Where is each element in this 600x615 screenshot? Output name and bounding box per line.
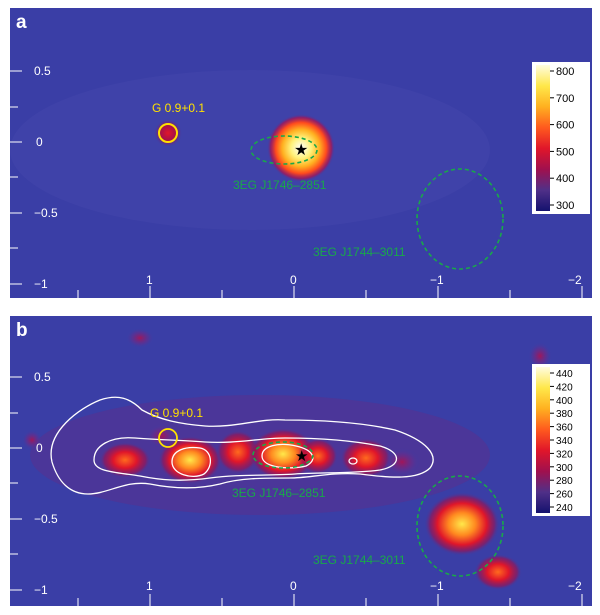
panel-b-ytick-label: −1 [34, 583, 48, 597]
panel-a-3eg1744-ellipse [416, 168, 504, 270]
panel-a-axes [10, 70, 583, 298]
panel-b-emission [528, 342, 552, 370]
panel-b-emission [424, 492, 500, 556]
panel-b-colorbar: 440 420 400 380 360 340 320 300 280 260 240 [532, 364, 590, 516]
panel-a-g09-circle [158, 123, 178, 143]
panel-b-ytick-labels: 0.5 0 −0.5 −1 [34, 370, 58, 597]
colorbar-tick-label: 420 [556, 382, 573, 393]
panel-a-ytick-labels: 0.5 0 −0.5 −1 [34, 64, 58, 291]
panel-a-gc-emission [267, 114, 335, 182]
colorbar-tick-label: 400 [556, 173, 574, 185]
panel-b-g09-circle [158, 428, 178, 448]
colorbar-tick-label: 700 [556, 93, 574, 105]
panel-a-diffuse-glow [10, 70, 490, 230]
panel-b-3eg1746-ellipse [252, 441, 314, 469]
colorbar-tick-label: 360 [556, 423, 573, 434]
colorbar-tick-label: 260 [556, 490, 573, 501]
colorbar-tick-label: 320 [556, 449, 573, 460]
panel-b-3eg1744-ellipse [416, 475, 504, 577]
panel-b-3eg1746-label: 3EG J1746–2851 [232, 486, 326, 500]
panel-a-xtick-labels: 1 0 −1 −2 [146, 273, 582, 287]
colorbar-tick-label: 340 [556, 436, 573, 447]
colorbar-tick-label: 400 [556, 396, 573, 407]
panel-b-emission [384, 448, 420, 476]
colorbar-tick-label: 280 [556, 476, 573, 487]
panel-a-ytick-label: −0.5 [34, 206, 58, 220]
panel-b-emission [474, 554, 522, 590]
panel-b-emission [340, 438, 392, 478]
panel-a-star: ★ [294, 142, 308, 159]
panel-b: G 0.9+0.1 ★ 3EG J1746–2851 3EG J1744–301… [10, 316, 592, 606]
panel-a-colorbar-gradient [536, 65, 550, 211]
panel-a-xtick-label: −1 [430, 273, 444, 287]
panel-b-emission [126, 328, 154, 348]
colorbar-tick-label: 380 [556, 409, 573, 420]
panel-a-3eg1746-ellipse [250, 135, 318, 165]
panel-a-ytick-label: −1 [34, 277, 48, 291]
panel-b-xtick-label: −1 [430, 579, 444, 593]
colorbar-tick-label: 300 [556, 200, 574, 212]
colorbar-tick-label: 300 [556, 463, 573, 474]
panel-b-letter: b [16, 320, 28, 341]
panel-b-colorbar-ticks: 440 420 400 380 360 340 320 300 280 260 240 [550, 369, 573, 514]
colorbar-tick-label: 440 [556, 369, 573, 380]
panel-a-xtick-label: 1 [146, 273, 153, 287]
panel-b-xtick-label: −2 [568, 579, 582, 593]
panel-a-3eg1744-label: 3EG J1744–3011 [313, 245, 406, 259]
panel-b-colorbar-gradient [536, 367, 550, 513]
colorbar-tick-label: 800 [556, 66, 574, 78]
panel-a-ytick-label: 0.5 [34, 64, 51, 78]
panel-b-xtick-label: 0 [290, 579, 297, 593]
panel-b-xtick-labels: 1 0 −1 −2 [146, 579, 582, 593]
colorbar-tick-label: 240 [556, 503, 573, 514]
panel-a-colorbar-ticks: 800 700 600 500 400 300 [550, 66, 574, 212]
panel-b-ytick-label: 0.5 [34, 370, 51, 384]
panel-a-ytick-label: 0 [36, 135, 43, 149]
panel-a-xtick-label: −2 [568, 273, 582, 287]
panel-b-xtick-label: 1 [146, 579, 153, 593]
panel-a-colorbar: 800 700 600 500 400 300 [532, 62, 590, 214]
panel-a-xtick-label: 0 [290, 273, 297, 287]
panel-b-ytick-label: 0 [36, 441, 43, 455]
panel-b-contour-small [348, 457, 358, 465]
panel-b-emission [99, 442, 151, 478]
panel-b-emission [22, 430, 42, 450]
colorbar-tick-label: 500 [556, 146, 574, 158]
panel-b-contour-inner [171, 446, 211, 477]
colorbar-tick-label: 600 [556, 120, 574, 132]
panel-b-ytick-label: −0.5 [34, 512, 58, 526]
panel-b-star: ★ [295, 448, 308, 465]
panel-a: G 0.9+0.1 ★ 3EG J1746–2851 3EG J1744–301… [10, 8, 592, 298]
panel-a-g09-label: G 0.9+0.1 [152, 101, 205, 115]
panel-b-g09-label: G 0.9+0.1 [150, 406, 203, 420]
panel-a-letter: a [16, 12, 27, 33]
panel-b-axes [10, 376, 583, 606]
panel-b-contour-outer [50, 396, 434, 495]
panel-a-3eg1746-label: 3EG J1746–2851 [233, 178, 327, 192]
panel-b-3eg1744-label: 3EG J1744–3011 [313, 553, 406, 567]
